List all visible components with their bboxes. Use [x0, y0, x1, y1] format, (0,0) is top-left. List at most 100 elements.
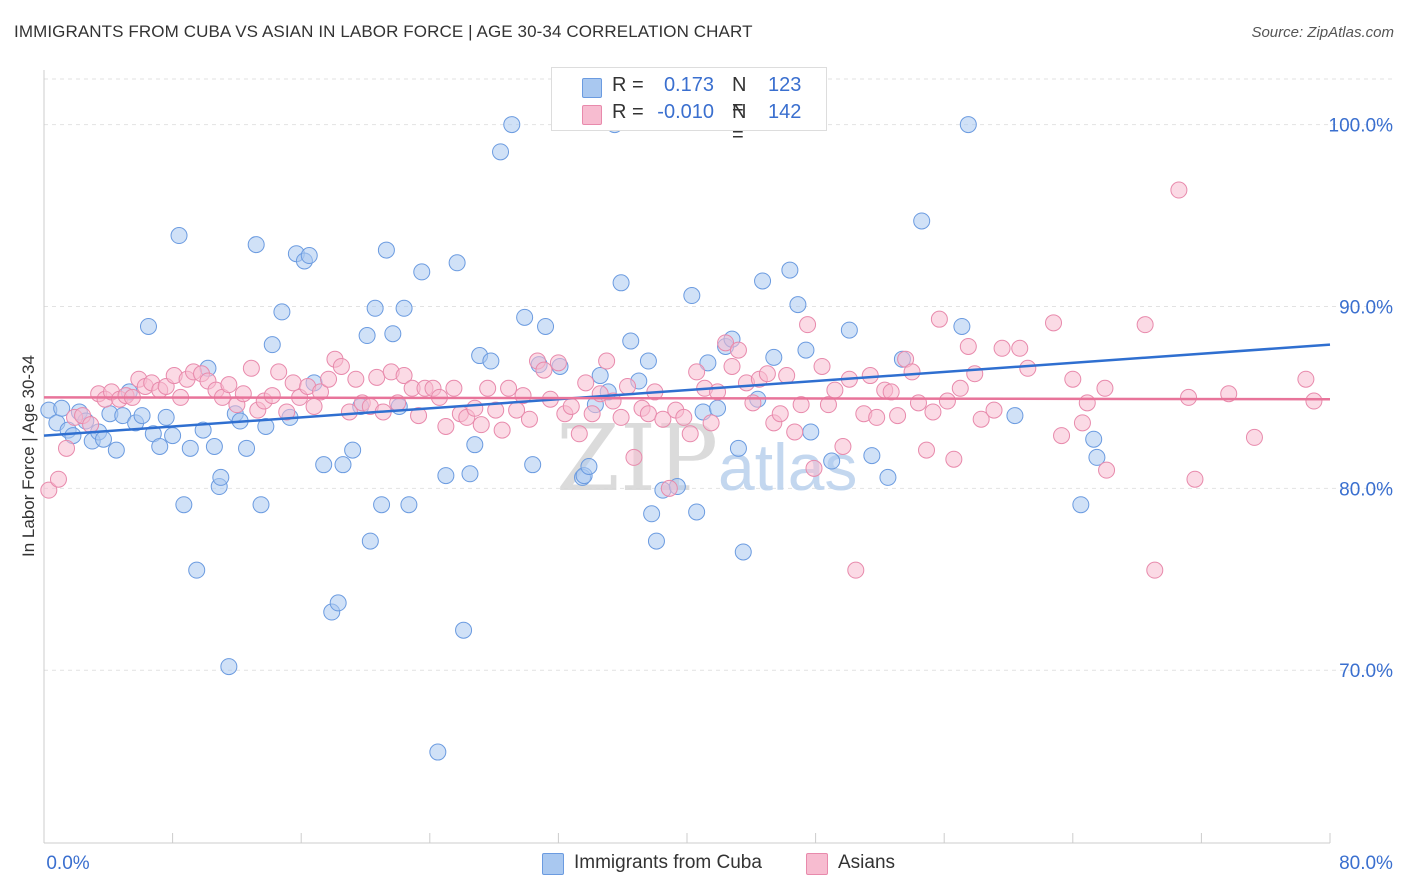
data-point: [500, 379, 518, 397]
data-point: [918, 441, 936, 459]
data-point: [681, 425, 699, 443]
data-point: [1064, 370, 1082, 388]
data-point: [1053, 427, 1071, 445]
data-point: [133, 407, 151, 425]
legend-swatch-cuba: [582, 78, 602, 98]
trend-lines: [43, 343, 1331, 437]
data-point: [329, 594, 347, 612]
trend-line-1: [43, 396, 1331, 401]
data-point: [959, 337, 977, 355]
legend-swatch-cuba: [542, 853, 564, 875]
data-point: [1045, 314, 1063, 332]
data-point: [516, 308, 534, 326]
data-point: [107, 441, 125, 459]
r-value: -0.010: [657, 101, 714, 123]
data-point: [580, 458, 598, 476]
data-point: [466, 399, 484, 417]
data-point: [479, 379, 497, 397]
data-point: [503, 116, 521, 134]
data-point: [683, 287, 701, 305]
data-point: [181, 439, 199, 457]
data-point: [332, 357, 350, 375]
data-point: [437, 417, 455, 435]
data-point: [252, 496, 270, 514]
chart-title: IMMIGRANTS FROM CUBA VS ASIAN IN LABOR F…: [14, 22, 753, 41]
data-point: [1297, 370, 1315, 388]
data-point: [358, 327, 376, 345]
series-asians: [40, 181, 1323, 579]
data-point: [797, 341, 815, 359]
data-point: [472, 416, 490, 434]
data-point: [257, 417, 275, 435]
data-point: [263, 387, 281, 405]
data-point: [702, 414, 720, 432]
data-point: [945, 450, 963, 468]
data-point: [361, 532, 379, 550]
data-point: [384, 325, 402, 343]
data-point: [1305, 392, 1323, 410]
n-label: N =: [732, 101, 747, 146]
data-point: [717, 334, 735, 352]
data-point: [591, 367, 609, 385]
data-point: [771, 405, 789, 423]
data-point: [413, 263, 431, 281]
data-point: [792, 396, 810, 414]
data-point: [242, 359, 260, 377]
data-point: [1220, 385, 1238, 403]
x-max-label: 80.0%: [1339, 853, 1393, 874]
data-point: [194, 421, 212, 439]
data-point: [938, 392, 956, 410]
data-point: [170, 227, 188, 245]
series-legend: Immigrants from Cuba Asians: [0, 852, 1406, 878]
data-point: [53, 399, 71, 417]
data-point: [535, 361, 553, 379]
r-value: 0.173: [663, 74, 714, 96]
data-point: [58, 439, 76, 457]
y-tick-labels: 70.0% 80.0% 90.0% 100.0%: [1329, 116, 1394, 683]
data-point: [94, 430, 112, 448]
data-point: [238, 439, 256, 457]
data-point: [1073, 414, 1091, 432]
data-point: [1072, 496, 1090, 514]
y-axis-label: In Labor Force | Age 30-34: [19, 355, 38, 557]
data-point: [786, 423, 804, 441]
data-point: [234, 385, 252, 403]
y-tick-label: 90.0%: [1339, 297, 1393, 318]
data-point: [220, 376, 238, 394]
data-point: [139, 317, 157, 335]
data-point: [951, 379, 969, 397]
x-min-label: 0.0%: [46, 853, 89, 874]
data-point: [49, 470, 67, 488]
data-point: [1170, 181, 1188, 199]
data-point: [1146, 561, 1164, 579]
axes: [43, 70, 1331, 844]
data-point: [583, 405, 601, 423]
data-point: [802, 423, 820, 441]
data-point: [729, 439, 747, 457]
data-point: [577, 374, 595, 392]
data-point: [619, 377, 637, 395]
data-point: [114, 407, 132, 425]
data-point: [813, 357, 831, 375]
data-point: [524, 456, 542, 474]
data-point: [819, 396, 837, 414]
data-point: [654, 410, 672, 428]
data-point: [1088, 448, 1106, 466]
legend-swatch-asians: [806, 853, 828, 875]
data-point: [188, 561, 206, 579]
y-tick-label: 100.0%: [1329, 116, 1394, 137]
data-point: [455, 621, 473, 639]
data-point: [514, 387, 532, 405]
data-point: [823, 452, 841, 470]
data-point: [598, 352, 616, 370]
data-point: [247, 236, 265, 254]
data-point: [639, 405, 657, 423]
data-point: [647, 532, 665, 550]
data-point: [799, 316, 817, 334]
data-point: [622, 332, 640, 350]
data-point: [366, 299, 384, 317]
legend-label-cuba: Immigrants from Cuba: [574, 852, 762, 873]
data-point: [924, 403, 942, 421]
data-point: [305, 397, 323, 415]
data-point: [395, 299, 413, 317]
